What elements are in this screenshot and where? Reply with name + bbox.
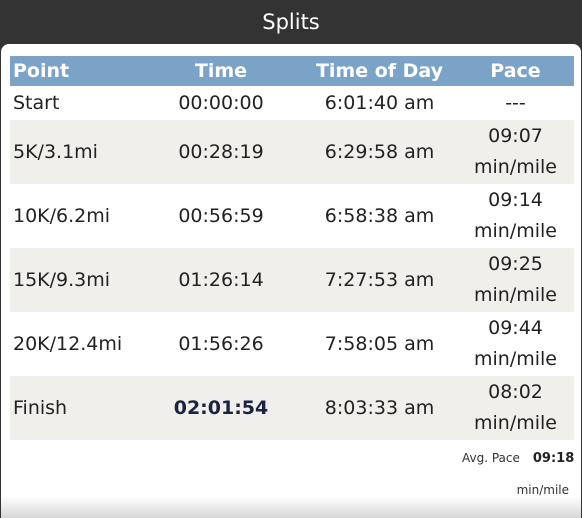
split-pace-value: ---: [505, 91, 526, 114]
split-time-of-day: 8:03:33 am: [302, 376, 457, 440]
split-point: 5K/3.1mi: [10, 120, 140, 184]
split-pace-unit: min/mile: [474, 348, 557, 370]
modal-header: Splits: [0, 0, 582, 44]
split-pace-unit: min/mile: [474, 412, 557, 434]
table-header-row: Point Time Time of Day Pace: [10, 56, 574, 86]
table-row: 15K/9.3mi 01:26:14 7:27:53 am 09:25 min/m…: [10, 248, 574, 312]
finish-time: 02:01:54: [140, 376, 302, 440]
average-pace-unit: min/mile: [516, 483, 569, 497]
split-pace: ---: [457, 86, 574, 120]
split-pace-value: 09:25: [488, 253, 543, 275]
average-pace-value: 09:18: [532, 451, 575, 466]
splits-table: Point Time Time of Day Pace Start 00:00:…: [10, 56, 574, 440]
table-row: 5K/3.1mi 00:28:19 6:29:58 am 09:07 min/mi…: [10, 120, 574, 184]
split-time: 00:56:59: [178, 204, 264, 227]
split-point: 15K/9.3mi: [10, 248, 140, 312]
split-pace-unit: min/mile: [474, 284, 557, 306]
split-time: 01:56:26: [178, 332, 264, 355]
split-pace-value: 09:14: [488, 189, 543, 211]
modal-title: Splits: [262, 10, 320, 34]
split-pace: 09:44 min/mile: [457, 312, 574, 376]
split-pace: 09:07 min/mile: [457, 120, 574, 184]
table-row: Finish 02:01:54 8:03:33 am 08:02 min/mile: [10, 376, 574, 440]
split-point: Start: [13, 91, 60, 114]
average-pace-label: Avg. Pace: [462, 451, 520, 465]
splits-panel: Point Time Time of Day Pace Start 00:00:…: [1, 44, 581, 518]
split-pace-value: 08:02: [488, 381, 543, 403]
split-pace: 09:14 min/mile: [457, 184, 574, 248]
split-pace-unit: min/mile: [474, 220, 557, 242]
split-pace-unit: min/mile: [474, 156, 557, 178]
split-pace-value: 09:07: [488, 125, 543, 147]
split-time: 00:28:19: [140, 120, 302, 184]
split-time-of-day: 7:58:05 am: [324, 332, 435, 355]
split-pace: 09:25 min/mile: [457, 248, 574, 312]
split-time-of-day: 6:01:40 am: [324, 91, 435, 114]
split-time-of-day: 6:58:38 am: [324, 204, 435, 227]
split-point: 20K/12.4mi: [13, 332, 123, 355]
column-header-time: Time: [140, 56, 302, 86]
bottom-fade: [1, 496, 581, 518]
average-pace: Avg. Pace 09:18: [462, 451, 574, 466]
split-pace-value: 09:44: [488, 317, 543, 339]
finish-time-value: 02:01:54: [173, 396, 269, 419]
column-header-pace: Pace: [457, 56, 574, 86]
column-header-time-of-day: Time of Day: [302, 56, 457, 86]
split-time-of-day: 6:29:58 am: [302, 120, 457, 184]
split-time: 00:00:00: [178, 91, 264, 114]
table-row: 10K/6.2mi 00:56:59 6:58:38 am 09:14 min/m…: [10, 184, 574, 248]
table-row: 20K/12.4mi 01:56:26 7:58:05 am 09:44 min/…: [10, 312, 574, 376]
split-pace: 08:02 min/mile: [457, 376, 574, 440]
split-point: 10K/6.2mi: [13, 204, 111, 227]
table-row: Start 00:00:00 6:01:40 am ---: [10, 86, 574, 120]
column-header-point: Point: [10, 56, 140, 86]
split-time: 01:26:14: [140, 248, 302, 312]
split-point: Finish: [10, 376, 140, 440]
split-time-of-day: 7:27:53 am: [302, 248, 457, 312]
